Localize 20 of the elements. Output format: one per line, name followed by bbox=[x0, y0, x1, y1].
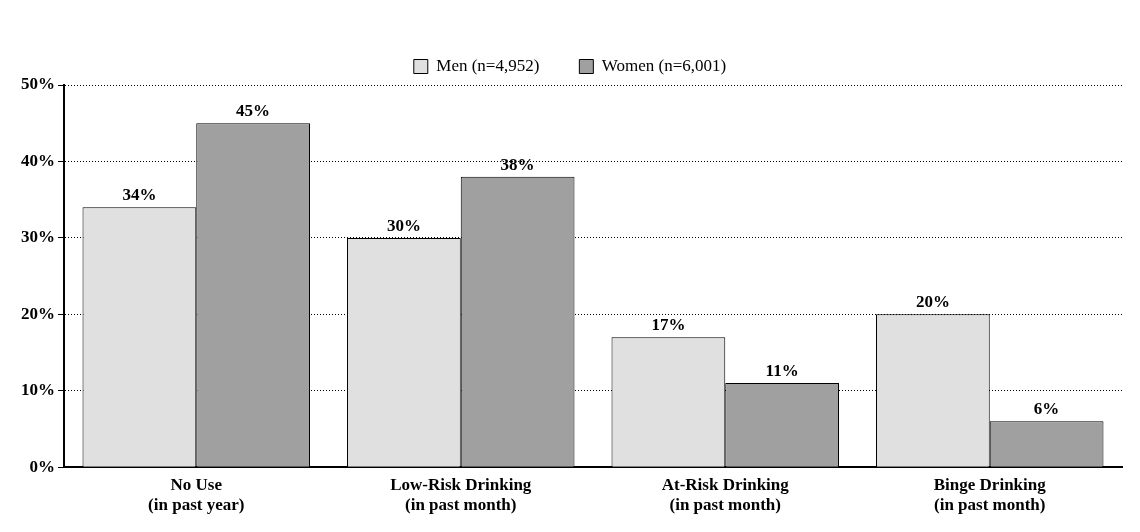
legend-label: Women (n=6,001) bbox=[601, 55, 727, 75]
data-label: 20% bbox=[915, 292, 950, 312]
data-label: 17% bbox=[651, 315, 686, 335]
x-tick-label: No Use (in past year) bbox=[148, 474, 245, 515]
data-label: 6% bbox=[1033, 399, 1060, 419]
data-label: 34% bbox=[122, 185, 157, 205]
data-label: 45% bbox=[236, 101, 271, 121]
y-tick-label: 30% bbox=[21, 227, 55, 247]
legend-label: Men (n=4,952) bbox=[436, 55, 540, 75]
data-label: 38% bbox=[500, 154, 535, 174]
y-tick-label: 50% bbox=[21, 74, 55, 94]
data-label: 11% bbox=[765, 361, 799, 381]
data-label: 30% bbox=[386, 215, 421, 235]
y-tick-label: 20% bbox=[21, 303, 55, 323]
y-tick-label: 40% bbox=[21, 150, 55, 170]
x-tick-label: Low-Risk Drinking (in past month) bbox=[390, 474, 532, 515]
x-tick-label: Binge Drinking (in past month) bbox=[933, 474, 1047, 515]
y-tick-label: 0% bbox=[29, 456, 55, 476]
y-tick-label: 10% bbox=[21, 380, 55, 400]
x-tick-label: At-Risk Drinking (in past month) bbox=[661, 474, 790, 515]
